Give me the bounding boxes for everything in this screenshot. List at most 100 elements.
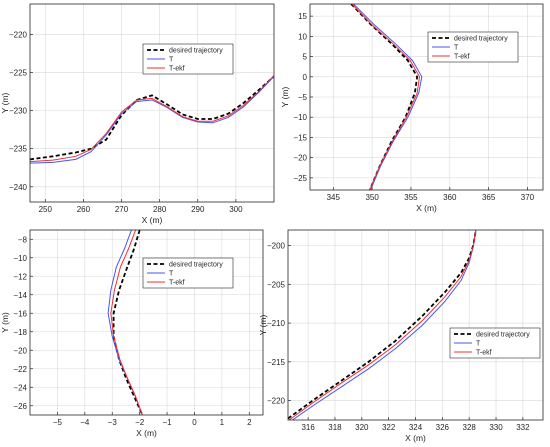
y-tick-label: −16 (13, 309, 27, 318)
y-tick-label: −22 (13, 365, 27, 374)
x-tick-label: 355 (404, 193, 418, 202)
x-tick-label: 350 (365, 193, 379, 202)
x-tick-label: 250 (39, 205, 53, 214)
series-line-t (353, 4, 423, 190)
legend-label: T (454, 45, 459, 52)
x-axis-label: X (m) (136, 428, 157, 438)
y-tick-label: −8 (18, 235, 28, 244)
y-tick-label: 5 (303, 53, 308, 62)
y-tick-label: −220 (9, 30, 28, 39)
y-tick-label: 15 (298, 12, 307, 21)
x-tick-label: 320 (355, 423, 369, 432)
series-line-desired-trajectory (112, 230, 144, 415)
y-tick-label: −26 (13, 402, 27, 411)
y-tick-label: −10 (293, 113, 307, 122)
series-line-desired-trajectory (30, 75, 274, 161)
y-axis-label: Y (m) (0, 312, 10, 333)
x-tick-label: 370 (521, 193, 535, 202)
y-tick-label: −18 (13, 328, 27, 337)
x-tick-label: 326 (436, 423, 450, 432)
x-tick-label: −2 (135, 418, 145, 427)
y-tick-label: −210 (267, 319, 286, 328)
series-line-t-ekf (288, 230, 477, 420)
x-tick-label: 260 (77, 205, 91, 214)
x-axis-label: X (m) (416, 203, 437, 213)
plot-panel-4: 316 318 320 322 324 326 328 330 332 −220 −215 −210 −… (258, 229, 544, 443)
x-tick-label: 270 (115, 205, 129, 214)
legend: desired trajectory T T-ekf (142, 43, 234, 75)
plot-panel-2: 345 350 355 360 365 370 −25 −20 −15 −10 −5 0 5 10 15 X … (280, 3, 544, 213)
legend-label: desired trajectory (476, 332, 530, 339)
x-tick-label: 0 (192, 418, 197, 427)
series-line-t-ekf (110, 230, 143, 415)
y-tick-label: −20 (293, 154, 307, 163)
y-tick-label: −25 (293, 174, 307, 183)
legend: desired trajectory T T-ekf (427, 31, 519, 63)
y-tick-label: −14 (13, 291, 27, 300)
x-tick-label: 300 (229, 205, 243, 214)
legend-label: T (169, 271, 174, 278)
x-tick-label: −4 (80, 418, 90, 427)
y-tick-label: 0 (303, 73, 308, 82)
x-tick-label: 324 (409, 423, 423, 432)
y-tick-label: −5 (298, 93, 308, 102)
series-line-t (291, 230, 477, 420)
y-axis-label: Y (m) (280, 87, 290, 108)
y-tick-label: −20 (13, 346, 27, 355)
y-tick-label: −215 (267, 358, 286, 367)
y-tick-label: 10 (298, 32, 307, 41)
x-tick-label: 2 (247, 418, 252, 427)
plot-panel-1: 250 260 270 280 290 300 −240 −235 −230 −225 −220 X … (0, 3, 275, 225)
legend: desired trajectory T T-ekf (449, 327, 541, 359)
series-line-t (30, 76, 274, 164)
series-line-t-ekf (30, 75, 274, 163)
x-tick-label: 318 (328, 423, 342, 432)
x-axis-label: X (m) (142, 215, 163, 225)
x-tick-label: 332 (516, 423, 530, 432)
y-tick-label: −24 (13, 383, 27, 392)
x-tick-label: −5 (53, 418, 63, 427)
x-tick-label: 322 (382, 423, 396, 432)
y-tick-label: −12 (13, 272, 27, 281)
legend-label: T-ekf (169, 66, 185, 73)
y-axis-label: Y (m) (0, 93, 10, 114)
legend-label: T (169, 57, 174, 64)
y-tick-label: −220 (267, 397, 286, 406)
y-tick-label: −230 (9, 107, 28, 116)
x-tick-label: 330 (489, 423, 503, 432)
x-tick-label: 280 (153, 205, 167, 214)
legend-label: T (476, 341, 481, 348)
x-tick-label: 290 (191, 205, 205, 214)
y-tick-label: −15 (293, 133, 307, 142)
series-line-desired-trajectory (288, 230, 477, 420)
legend-label: T-ekf (476, 350, 492, 357)
x-axis-label: X (m) (405, 433, 426, 443)
x-tick-label: 365 (482, 193, 496, 202)
legend-label: T-ekf (169, 280, 185, 287)
y-tick-label: −235 (9, 145, 28, 154)
plot-panel-3: −5 −4 −3 −2 −1 0 1 2−26−24−22−20−18−16−14−12−10… (0, 229, 264, 438)
x-tick-label: 360 (443, 193, 457, 202)
x-tick-label: 345 (327, 193, 341, 202)
y-tick-label: −205 (267, 280, 286, 289)
y-tick-label: −10 (13, 254, 27, 263)
y-tick-label: −225 (9, 69, 28, 78)
legend-label: desired trajectory (169, 48, 223, 55)
plot-area (30, 4, 274, 202)
x-tick-label: −3 (108, 418, 118, 427)
legend-label: desired trajectory (454, 36, 508, 43)
x-tick-label: −1 (162, 418, 172, 427)
series-line-t-ekf (351, 4, 421, 190)
axes-frame (29, 3, 275, 203)
legend: desired trajectory T T-ekf (142, 257, 234, 289)
legend-label: desired trajectory (169, 262, 223, 269)
y-tick-label: −240 (9, 183, 28, 192)
x-tick-label: 316 (301, 423, 315, 432)
y-tick-label: −200 (267, 242, 286, 251)
x-tick-label: 1 (220, 418, 225, 427)
x-tick-label: 328 (463, 423, 477, 432)
legend-label: T-ekf (454, 54, 470, 61)
axes-frame (29, 229, 264, 416)
y-axis-label: Y (m) (258, 315, 268, 336)
